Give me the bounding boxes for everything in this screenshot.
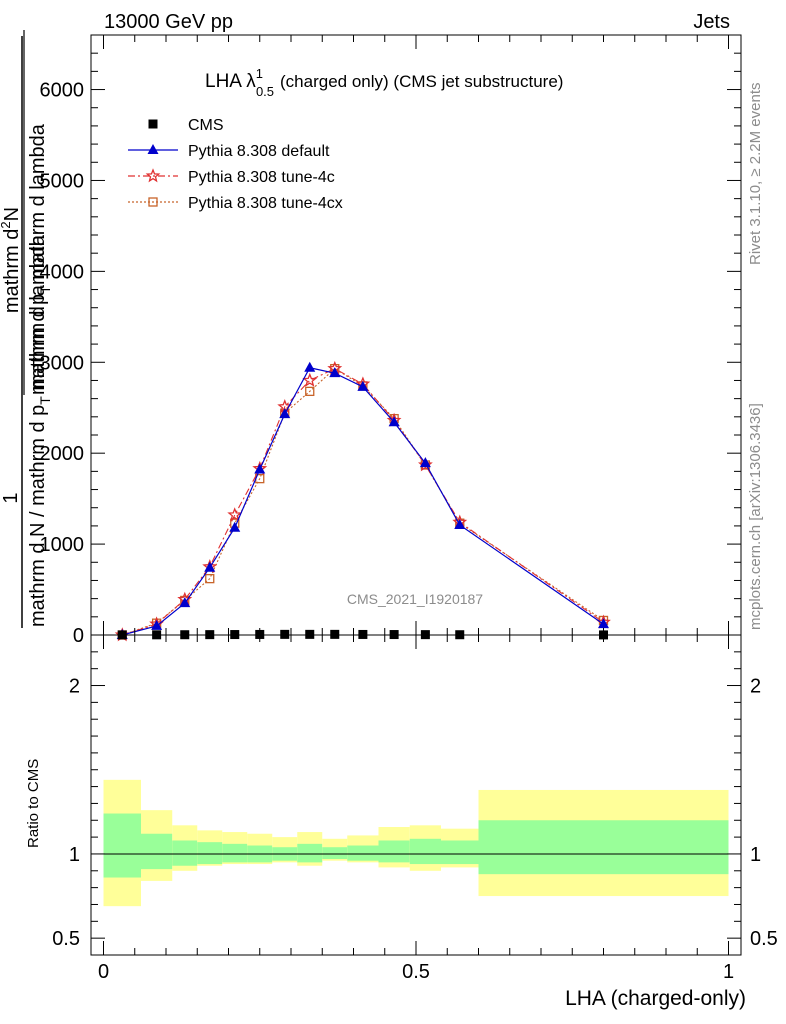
ratio-y-tick-label-right: 0.5: [750, 928, 778, 950]
data-point-default: [204, 561, 216, 572]
data-point-default: [151, 619, 163, 630]
data-point-default: [279, 408, 291, 419]
data-point-default: [304, 361, 316, 372]
x-tick-label: 1: [723, 961, 734, 983]
data-point-default: [454, 519, 466, 529]
y-tick-label: 6000: [40, 80, 85, 102]
data-point-cms: [280, 629, 290, 639]
ratio-band-inner: [441, 840, 479, 865]
ylabel-mid: mathrm d pT mathrm d lambda: [27, 123, 53, 395]
ylabel-numerator: 1: [0, 492, 22, 503]
ratio-y-tick-label: 1: [69, 844, 80, 866]
title-main: LHA λ: [205, 71, 256, 92]
ratio-band-inner: [172, 840, 198, 866]
ratio-y-tick-label: 2: [69, 676, 80, 698]
data-point-default: [229, 521, 241, 532]
ylabel-top: mathrm d2N: [0, 207, 23, 313]
data-point-default: [329, 367, 341, 378]
ratio-y-tick-label-right: 2: [750, 676, 761, 698]
data-point-tune4c: [227, 507, 243, 522]
legend-marker-tune4cx: [148, 197, 158, 207]
x-axis-label: LHA (charged-only): [565, 987, 746, 1010]
y-axis-label: 1 mathrm d N / mathrm d pT mathrm d lamb…: [0, 30, 53, 628]
ratio-band-inner: [103, 813, 141, 878]
ratio-panel: 0 0.5 1 0.5 0.5 1 1 2 2: [52, 634, 778, 983]
legend-marker-tune4c: [145, 168, 161, 183]
series-default: [116, 361, 609, 639]
data-point-cms: [358, 629, 368, 639]
ratio-y-tick-label: 0.5: [52, 928, 80, 950]
ratio-band-inner: [141, 833, 173, 870]
header-jets: Jets: [693, 11, 730, 33]
legend-label: Pythia 8.308 tune-4c: [188, 169, 335, 186]
series-line-default: [122, 367, 604, 636]
data-point-default: [254, 463, 266, 474]
ratio-band-inner: [197, 842, 223, 865]
data-point-default: [357, 380, 369, 391]
ratio-frame: [90, 634, 742, 956]
ratio-band-inner: [222, 843, 248, 863]
title-sub: 0.5: [256, 84, 274, 99]
title-sup: 1: [256, 66, 263, 81]
y-tick-label: 5000: [40, 170, 85, 192]
main-panel: 0 1000 2000 3000 4000 5000 6000: [40, 34, 742, 647]
x-tick-label: 0: [98, 961, 109, 983]
data-point-cms: [305, 629, 315, 639]
legend-marker-cms: [148, 119, 158, 129]
legend-label: CMS: [188, 117, 224, 134]
ylabel-denominator: mathrm d N / mathrm d pT mathrm d lambda: [27, 234, 53, 627]
data-point-default: [419, 457, 431, 468]
ratio-band-inner: [378, 840, 410, 863]
data-point-tune4cx: [205, 573, 215, 584]
ratio-y-tick-label-right: 1: [750, 844, 761, 866]
legend-label: Pythia 8.308 default: [188, 143, 330, 160]
ratio-band-inner: [347, 845, 379, 861]
data-point-default: [598, 618, 609, 629]
data-point-tune4c: [418, 457, 433, 472]
title-rest: (charged only) (CMS jet substructure): [280, 72, 563, 91]
plot-title: LHA λ1 0.5 (charged only) (CMS jet substru…: [205, 66, 563, 99]
y-tick-label: 1000: [40, 534, 85, 556]
y-tick-label: 2000: [40, 443, 85, 465]
data-point-default: [388, 416, 400, 427]
y-tick-label: 0: [73, 625, 84, 647]
legend: CMS Pythia 8.308 default Pythia 8.308 tune…: [128, 117, 343, 212]
y-tick-label: 4000: [40, 261, 85, 283]
legend-label: Pythia 8.308 tune-4cx: [188, 195, 343, 212]
ratio-y-label: Ratio to CMS: [25, 759, 42, 848]
ratio-band-inner: [478, 820, 729, 875]
ratio-band-inner: [322, 847, 348, 859]
data-point-tune4cx: [305, 386, 315, 397]
series-line-tune4cx: [122, 367, 604, 636]
mcplots-label: mcplots.cern.ch [arXiv:1306.3436]: [747, 403, 764, 630]
y-tick-label: 3000: [40, 352, 85, 374]
watermark: CMS_2021_I1920187: [347, 591, 483, 607]
ratio-band-inner: [297, 843, 323, 863]
ratio-band-inner: [409, 838, 441, 865]
header-energy: 13000 GeV pp: [104, 11, 233, 33]
rivet-label: Rivet 3.1.10, ≥ 2.2M events: [747, 83, 764, 266]
data-point-default: [179, 597, 191, 608]
series-line-tune4c: [122, 368, 604, 636]
legend-marker-default: [147, 144, 159, 154]
x-tick-label: 0.5: [402, 961, 430, 983]
data-point-tune4c: [302, 372, 318, 387]
data-point-cms: [330, 629, 340, 639]
